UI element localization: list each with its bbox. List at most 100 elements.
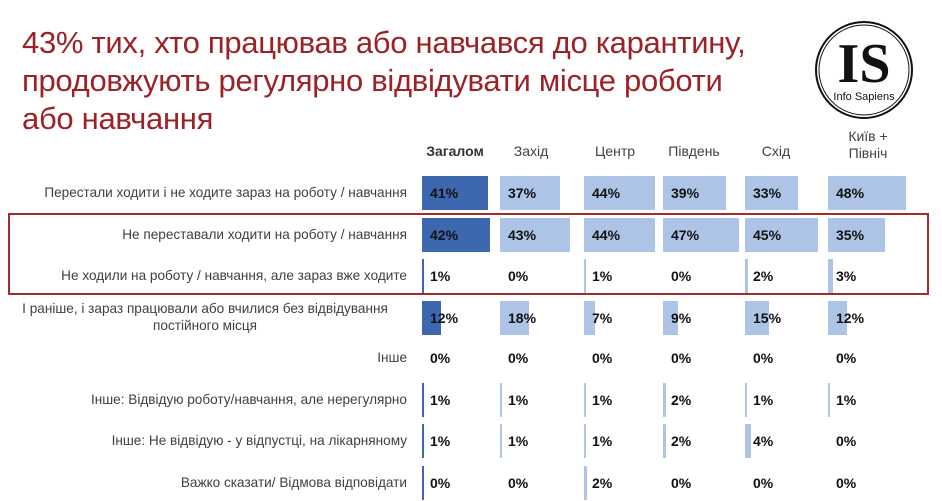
value-bar (584, 218, 656, 252)
value-label: 4% (753, 433, 774, 449)
value-label: 39% (671, 185, 700, 201)
value-label: 1% (508, 433, 529, 449)
data-cell: 41% (422, 176, 502, 210)
value-label: 0% (836, 433, 857, 449)
value-label: 2% (671, 433, 692, 449)
value-bar (500, 176, 560, 210)
value-label: 15% (753, 310, 782, 326)
value-label: 9% (671, 310, 692, 326)
data-cell: 7% (584, 301, 664, 335)
info-sapiens-logo: IS Info Sapiens (815, 21, 913, 119)
value-label: 2% (671, 392, 692, 408)
value-label: 33% (753, 185, 782, 201)
data-cell: 12% (422, 301, 502, 335)
row-label: Перестали ходити і не ходите зараз на ро… (44, 185, 407, 200)
value-label: 0% (671, 475, 692, 491)
value-label: 42% (430, 227, 459, 243)
data-cell: 12% (828, 301, 908, 335)
value-bar (500, 383, 502, 417)
value-label: 1% (508, 392, 529, 408)
value-bar (745, 259, 749, 293)
data-cell: 45% (745, 218, 825, 252)
data-cell: 4% (745, 424, 825, 458)
value-label: 0% (671, 268, 692, 284)
value-label: 44% (592, 185, 621, 201)
data-cell: 0% (663, 341, 743, 375)
value-label: 1% (430, 392, 451, 408)
column-header: Схід (761, 143, 791, 159)
value-bar (828, 176, 906, 210)
data-cell: 1% (500, 424, 580, 458)
data-cell: 3% (828, 259, 908, 293)
value-label: 41% (430, 185, 459, 201)
column-header: Захід (513, 143, 549, 159)
data-cell: 0% (663, 259, 743, 293)
value-bar (584, 259, 586, 293)
value-bar (745, 383, 747, 417)
data-cell: 2% (663, 383, 743, 417)
value-bar (584, 176, 656, 210)
data-cell: 2% (584, 466, 664, 500)
row-label: Не переставали ходити на роботу / навчан… (122, 227, 407, 242)
value-bar (663, 424, 667, 458)
row-label: Інше: Відвідую роботу/навчання, але нере… (90, 392, 407, 407)
data-cell: 0% (828, 466, 908, 500)
value-label: 12% (836, 310, 865, 326)
data-cell: 1% (500, 383, 580, 417)
data-cell: 37% (500, 176, 580, 210)
value-label: 0% (430, 350, 451, 366)
value-bar (422, 259, 424, 293)
value-label: 12% (430, 310, 459, 326)
data-cell: 1% (828, 383, 908, 417)
data-cell: 15% (745, 301, 825, 335)
value-label: 1% (592, 392, 613, 408)
data-cell: 0% (745, 341, 825, 375)
data-cell: 43% (500, 218, 580, 252)
value-label: 0% (753, 475, 774, 491)
data-cell: 44% (584, 218, 664, 252)
value-bar (828, 301, 848, 335)
value-label: 0% (671, 350, 692, 366)
value-label: 0% (836, 475, 857, 491)
value-label: 18% (508, 310, 537, 326)
value-label: 7% (592, 310, 613, 326)
row-label: Інше: Не відвідую - у відпустці, на ліка… (111, 433, 407, 448)
value-label: 0% (430, 475, 451, 491)
value-label: 0% (753, 350, 774, 366)
column-header: Київ + Північ (848, 128, 888, 161)
value-bar (584, 466, 588, 500)
value-label: 48% (836, 185, 865, 201)
value-label: 1% (592, 268, 613, 284)
data-cell: 48% (828, 176, 908, 210)
value-bar (500, 218, 570, 252)
row-label: І раніше, і зараз працювали або вчилися … (22, 301, 388, 333)
value-bar (500, 424, 502, 458)
value-bar (745, 301, 770, 335)
value-label: 0% (592, 350, 613, 366)
value-label: 1% (430, 433, 451, 449)
value-bar (500, 301, 530, 335)
value-label: 3% (836, 268, 857, 284)
data-cell: 0% (500, 341, 580, 375)
column-header: Загалом (426, 143, 484, 159)
data-cell: 0% (745, 466, 825, 500)
value-bar (422, 301, 442, 335)
value-label: 35% (836, 227, 865, 243)
value-label: 45% (753, 227, 782, 243)
data-cell: 1% (745, 383, 825, 417)
value-bar (663, 218, 740, 252)
value-bar (745, 424, 752, 458)
data-cell: 9% (663, 301, 743, 335)
data-cell: 44% (584, 176, 664, 210)
data-cell: 0% (422, 466, 502, 500)
value-bar (584, 301, 596, 335)
data-cell: 33% (745, 176, 825, 210)
data-cell: 0% (500, 259, 580, 293)
data-cell: 1% (584, 424, 664, 458)
data-cell: 1% (422, 259, 502, 293)
value-bar (422, 424, 424, 458)
data-cell: 0% (422, 341, 502, 375)
data-cell: 2% (663, 424, 743, 458)
value-label: 0% (836, 350, 857, 366)
value-label: 44% (592, 227, 621, 243)
